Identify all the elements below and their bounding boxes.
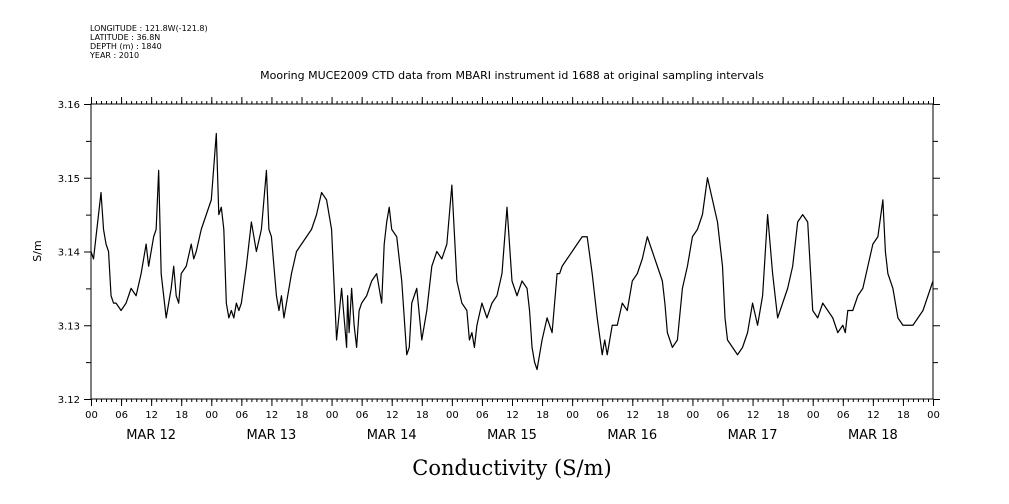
day-label: MAR 16: [607, 428, 657, 443]
labels-layer: 00 06 12 18 00 06 12 18 00 06 12 18 00 06 12 18 00 06 12 18…: [58, 100, 940, 443]
x-tick-label: 18: [175, 410, 188, 421]
x-tick-label: 00: [927, 410, 940, 421]
y-tick-label: 3.15: [58, 174, 80, 185]
x-tick-label: 18: [897, 410, 910, 421]
x-axis-title: Conductivity (S/m): [412, 456, 611, 480]
x-tick-label: 00: [85, 410, 98, 421]
year-text: YEAR : 2010: [89, 51, 139, 60]
y-tick-label: 3.12: [58, 395, 80, 406]
x-tick-label: 18: [416, 410, 429, 421]
x-tick-label: 12: [506, 410, 519, 421]
x-tick-label: 12: [747, 410, 760, 421]
x-tick-label: 00: [326, 410, 339, 421]
x-tick-label: 06: [356, 410, 369, 421]
x-tick-label: 00: [687, 410, 700, 421]
ticks-layer: [84, 97, 940, 406]
x-tick-label: 00: [807, 410, 820, 421]
day-label: MAR 12: [126, 428, 176, 443]
x-tick-label: 00: [205, 410, 218, 421]
x-tick-label: 00: [446, 410, 459, 421]
x-tick-label: 18: [536, 410, 549, 421]
x-tick-label: 06: [717, 410, 730, 421]
x-tick-label: 06: [596, 410, 609, 421]
x-tick-label: 12: [867, 410, 880, 421]
y-tick-label: 3.14: [58, 248, 80, 259]
x-tick-label: 12: [145, 410, 158, 421]
day-label: MAR 14: [367, 428, 417, 443]
chart-title: Mooring MUCE2009 CTD data from MBARI ins…: [260, 69, 764, 82]
y-tick-label: 3.16: [58, 100, 80, 111]
metadata-block: LONGITUDE : 121.8W(-121.8) LATITUDE : 36…: [89, 24, 208, 60]
day-label: MAR 18: [848, 428, 898, 443]
x-tick-label: 06: [476, 410, 489, 421]
x-tick-label: 18: [656, 410, 669, 421]
x-tick-label: 06: [115, 410, 128, 421]
y-tick-label: 3.13: [58, 321, 80, 332]
depth-text: DEPTH (m) : 1840: [90, 42, 162, 51]
x-tick-label: 00: [566, 410, 579, 421]
x-tick-label: 18: [296, 410, 309, 421]
y-axis-label: S/m: [31, 240, 44, 261]
day-label: MAR 17: [728, 428, 778, 443]
x-tick-label: 12: [386, 410, 399, 421]
longitude-text: LONGITUDE : 121.8W(-121.8): [90, 24, 208, 33]
x-tick-label: 06: [235, 410, 248, 421]
day-label: MAR 13: [247, 428, 297, 443]
x-tick-label: 12: [266, 410, 279, 421]
series-line-conductivity: [90, 132, 934, 371]
day-label: MAR 15: [487, 428, 537, 443]
x-tick-label: 06: [837, 410, 850, 421]
x-tick-label: 12: [626, 410, 639, 421]
latitude-text: LATITUDE : 36.8N: [90, 33, 160, 42]
x-tick-label: 18: [777, 410, 790, 421]
